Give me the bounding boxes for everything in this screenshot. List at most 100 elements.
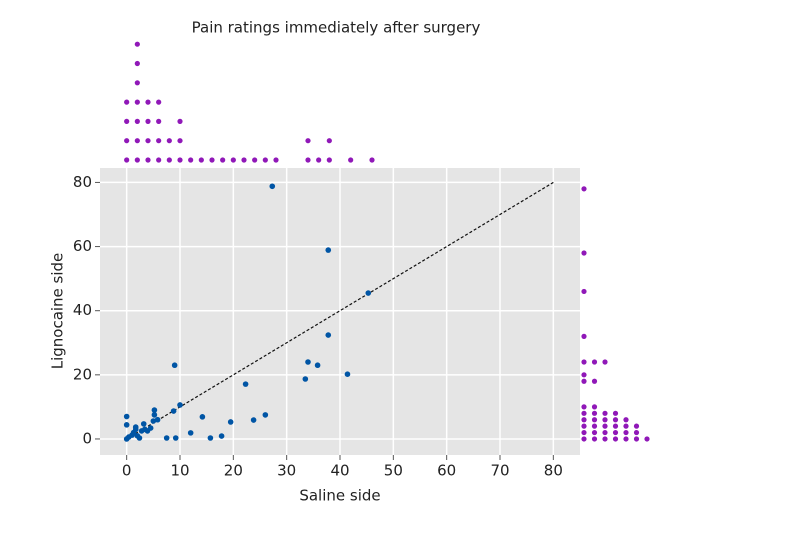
- marginal-dot: [591, 404, 598, 410]
- marginal-dot: [581, 410, 587, 416]
- marginal-dot: [612, 436, 619, 442]
- marginal-dot: [177, 118, 183, 124]
- y-tick-label: 0: [82, 429, 92, 447]
- marginal-dot: [581, 417, 587, 423]
- x-tick-label: 60: [437, 462, 456, 480]
- marginal-dot: [623, 436, 629, 442]
- marginal-dot: [581, 333, 587, 339]
- marginal-dot: [602, 359, 608, 365]
- marginal-dot: [612, 417, 619, 423]
- marginal-dot: [612, 423, 619, 429]
- marginal-dot: [348, 157, 354, 163]
- marginal-dot: [145, 118, 151, 124]
- marginal-dot: [644, 436, 650, 442]
- y-axis-label: Lignocaine side: [49, 253, 67, 370]
- marginal-dot: [134, 157, 140, 163]
- marginal-dot: [177, 157, 183, 163]
- marginal-dot: [145, 138, 151, 144]
- point: [218, 433, 225, 439]
- marginal-dot: [305, 138, 311, 144]
- point: [314, 362, 321, 369]
- marginal-dot: [134, 41, 140, 47]
- point: [170, 408, 177, 414]
- marginal-dot: [581, 404, 587, 410]
- point: [171, 362, 178, 369]
- x-tick-label: 40: [330, 462, 349, 480]
- marginal-dot: [633, 423, 640, 429]
- point: [140, 421, 147, 427]
- marginal-dot: [602, 429, 608, 436]
- marginal-dot: [612, 410, 619, 416]
- marginal-dot: [124, 157, 130, 163]
- point: [250, 417, 257, 423]
- marginal-dot: [166, 138, 172, 144]
- point: [150, 418, 157, 424]
- marginal-dot: [581, 372, 587, 378]
- marginal-dot: [326, 138, 332, 144]
- marginal-dot: [156, 118, 162, 124]
- marginal-dot: [633, 436, 640, 442]
- marginal-dot: [262, 157, 268, 163]
- y-tick-label: 40: [73, 301, 92, 319]
- point: [227, 419, 234, 425]
- point: [344, 371, 351, 377]
- marginal-dot: [591, 429, 598, 436]
- marginal-dot: [166, 157, 172, 163]
- marginal-dot: [591, 410, 598, 416]
- point: [136, 435, 143, 441]
- marginal-dot: [230, 157, 236, 163]
- marginal-dot: [581, 186, 587, 192]
- marginal-dot: [612, 429, 619, 436]
- point: [147, 425, 154, 431]
- marginal-dot: [134, 60, 140, 67]
- marginal-dot: [602, 417, 608, 423]
- marginal-dot: [156, 138, 162, 144]
- marginal-dot: [581, 359, 587, 365]
- marginal-dot: [124, 118, 130, 124]
- chart-title: Pain ratings immediately after surgery: [192, 19, 481, 37]
- marginal-dot: [124, 99, 130, 105]
- marginal-dot: [305, 157, 311, 163]
- marginal-dot: [591, 378, 598, 384]
- point: [123, 413, 130, 420]
- marginal-dot: [623, 423, 629, 429]
- marginal-dot: [369, 157, 375, 163]
- x-tick-label: 50: [384, 462, 403, 480]
- marginal-dot: [326, 157, 332, 163]
- marginal-dot: [623, 429, 629, 436]
- point: [177, 402, 183, 408]
- marginal-dot: [220, 157, 226, 163]
- marginal-dot: [591, 359, 598, 365]
- marginal-dot: [602, 423, 608, 429]
- x-tick-label: 0: [122, 462, 132, 480]
- marginal-dot: [581, 288, 587, 295]
- marginal-dot: [209, 157, 215, 163]
- marginal-dot: [134, 138, 140, 144]
- marginal-dot: [602, 436, 608, 442]
- point: [365, 290, 372, 296]
- marginal-dot: [198, 157, 204, 163]
- marginal-dot: [581, 250, 587, 256]
- point: [163, 435, 170, 441]
- point: [269, 183, 276, 190]
- point: [207, 435, 214, 441]
- marginal-dot: [316, 157, 322, 163]
- marginal-dot: [134, 118, 140, 124]
- point: [154, 416, 161, 423]
- x-tick-label: 80: [544, 462, 563, 480]
- marginal-dot: [156, 99, 162, 105]
- marginal-dot: [591, 436, 598, 442]
- reference-line: [126, 181, 554, 440]
- marginal-dot: [145, 99, 151, 105]
- marginal-dot: [591, 417, 598, 423]
- marginal-dot: [188, 157, 194, 163]
- marginal-dot: [623, 417, 629, 423]
- marginal-dot: [134, 80, 140, 86]
- y-tick-label: 80: [73, 173, 92, 191]
- marginal-dot: [134, 99, 140, 105]
- point: [123, 422, 130, 428]
- marginal-dot: [177, 138, 183, 144]
- x-tick-label: 10: [170, 462, 189, 480]
- marginal-dot: [581, 429, 587, 436]
